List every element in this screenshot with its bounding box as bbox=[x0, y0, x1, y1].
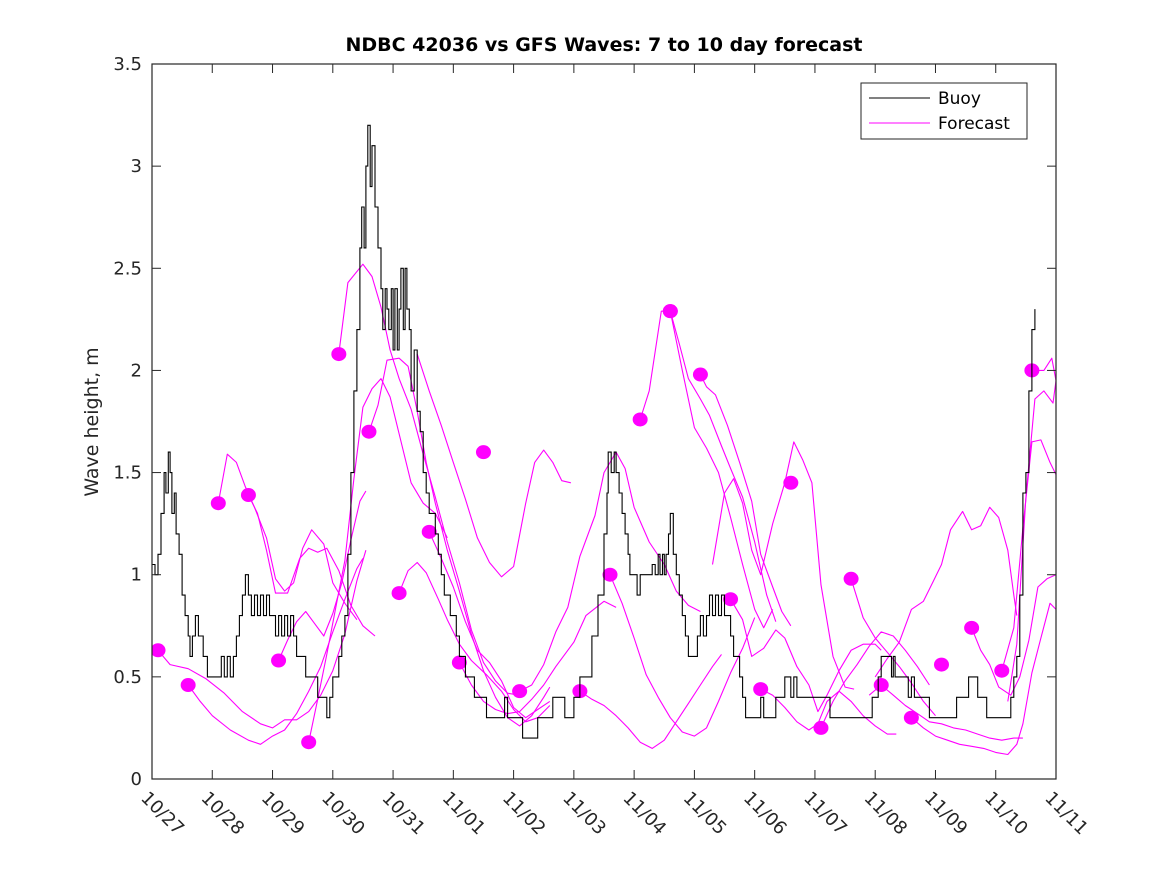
forecast-run-line bbox=[1007, 357, 1056, 702]
forecast-run-line bbox=[730, 598, 882, 713]
forecast-run-line bbox=[398, 561, 551, 723]
legend: Buoy Forecast bbox=[860, 82, 1028, 140]
forecast-start-marker bbox=[602, 567, 618, 582]
forecast-run-line bbox=[308, 378, 448, 743]
forecast-start-marker bbox=[180, 678, 196, 693]
forecast-run-line bbox=[874, 506, 1018, 678]
forecast-start-marker bbox=[994, 663, 1010, 678]
forecast-start-marker bbox=[723, 592, 739, 607]
y-tick-label: 1 bbox=[131, 565, 142, 586]
forecast-run-line bbox=[760, 688, 897, 735]
forecast-run-line bbox=[416, 353, 572, 578]
forecast-start-marker bbox=[152, 643, 166, 658]
forecast-run-line bbox=[579, 654, 722, 749]
y-tick-label: 0 bbox=[131, 769, 142, 790]
forecast-start-marker bbox=[271, 653, 287, 668]
plot-box bbox=[151, 63, 1057, 780]
forecast-start-marker bbox=[632, 412, 648, 427]
forecast-start-marker bbox=[210, 496, 226, 511]
legend-box bbox=[860, 82, 1028, 140]
forecast-start-marker bbox=[331, 347, 347, 362]
forecast-start-marker bbox=[662, 304, 678, 319]
legend-label-forecast: Forecast bbox=[938, 114, 1010, 134]
y-tick-label: 2.5 bbox=[113, 258, 142, 279]
forecast-start-marker bbox=[903, 710, 919, 725]
forecast-run-line bbox=[820, 631, 930, 729]
forecast-run-line bbox=[157, 550, 367, 729]
forecast-run-line bbox=[971, 574, 1056, 696]
plot-area bbox=[152, 64, 1056, 779]
legend-label-buoy: Buoy bbox=[938, 89, 981, 109]
forecast-start-marker bbox=[692, 367, 708, 382]
forecast-run-line bbox=[609, 574, 756, 737]
forecast-start-marker bbox=[843, 571, 859, 586]
forecast-start-marker bbox=[391, 586, 407, 601]
forecast-run-line bbox=[217, 453, 358, 621]
y-axis-label: Wave height, m bbox=[81, 347, 103, 496]
forecast-run-line bbox=[669, 311, 777, 622]
forecast-start-marker bbox=[240, 488, 256, 503]
forecast-start-marker bbox=[813, 720, 829, 735]
forecast-start-marker bbox=[933, 657, 949, 672]
forecast-run-line bbox=[868, 684, 1023, 741]
forecast-start-marker bbox=[451, 655, 467, 670]
forecast-run-line bbox=[699, 374, 792, 627]
y-tick-label: 2 bbox=[131, 360, 142, 381]
y-tick-label: 0.5 bbox=[113, 667, 142, 688]
forecast-start-marker bbox=[873, 678, 889, 693]
forecast-run-line bbox=[187, 558, 364, 745]
y-tick-label: 1.5 bbox=[113, 463, 142, 484]
forecast-start-marker bbox=[964, 620, 980, 635]
forecast-run-line bbox=[911, 602, 1056, 756]
forecast-run-line bbox=[458, 600, 617, 715]
chart-title: NDBC 42036 vs GFS Waves: 7 to 10 day for… bbox=[345, 34, 862, 56]
forecast-start-marker bbox=[783, 475, 799, 490]
buoy-series-line bbox=[152, 124, 1036, 739]
forecast-series bbox=[152, 263, 1056, 756]
y-tick-label: 3.5 bbox=[113, 54, 142, 75]
forecast-start-marker bbox=[475, 445, 491, 460]
forecast-run-line bbox=[519, 451, 701, 692]
forecast-run-line bbox=[428, 531, 551, 719]
forecast-start-marker bbox=[753, 682, 769, 697]
forecast-start-marker bbox=[301, 735, 317, 750]
forecast-run-line bbox=[1001, 439, 1056, 671]
forecast-start-marker bbox=[361, 424, 377, 439]
forecast-run-line bbox=[368, 357, 551, 727]
forecast-run-line bbox=[247, 494, 376, 637]
series-layer bbox=[152, 124, 1056, 756]
y-tick-label: 3 bbox=[131, 156, 142, 177]
forecast-start-marker bbox=[512, 684, 528, 699]
forecast-start-marker bbox=[421, 524, 437, 539]
